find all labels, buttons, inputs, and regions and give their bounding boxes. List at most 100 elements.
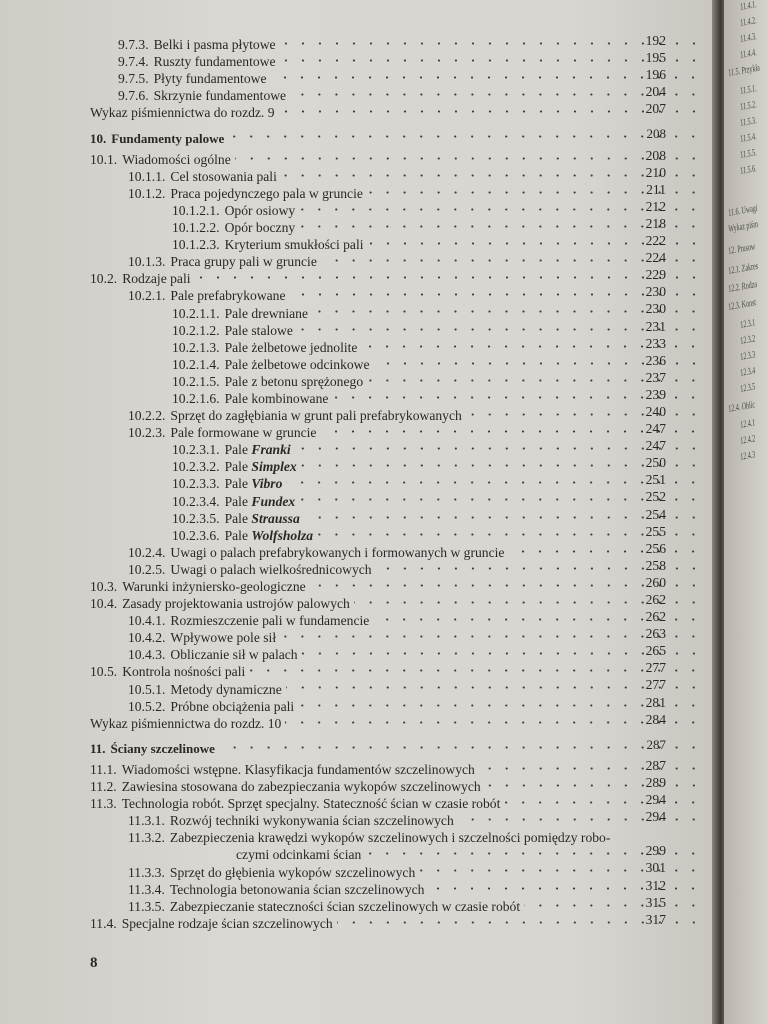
toc-entry-page: 247 <box>645 421 666 437</box>
dot-leader <box>504 791 702 809</box>
toc-entry-number: 10.2.1.5. <box>172 373 220 389</box>
toc-entry: 10.2.3.3. Pale Vibro 251 <box>0 471 716 491</box>
toc-entry-label: 10.2.3.6. Pale Wolfsholza <box>172 527 317 544</box>
toc-entry: 10.2.4. Uwagi o palach prefabrykowanych i… <box>0 539 716 560</box>
toc-entry: 9.7.3. Belki i pasma płytowe 192 <box>0 32 716 53</box>
toc-entry: 11.3.2. Zabezpieczenia krawędzi wykopów s… <box>0 825 716 845</box>
dot-leader <box>299 488 702 506</box>
adjacent-page-fragment: 11.5.4. <box>740 131 757 145</box>
toc-entry-label: 10.2.1.6. Pale kombinowane <box>172 390 332 407</box>
toc-entry-label: 11.3. Technologia robót. Sprzęt specjalny… <box>90 795 504 812</box>
toc-entry-label: 10.2.1.5. Pale z betonu sprężonego <box>172 373 367 390</box>
toc-entry-page: 252 <box>645 489 666 505</box>
toc-entry-title: Wpływowe pole sił <box>170 630 277 646</box>
toc-entry-label: 10.4.3. Obliczanie sił w palach <box>128 646 302 663</box>
toc-entry-number: 11.1. <box>90 761 117 777</box>
toc-entry-page: 236 <box>645 352 666 368</box>
dot-leader <box>270 66 702 84</box>
toc-entry-number: 10.4. <box>90 596 118 612</box>
adjacent-page-fragment: 11.4.3. <box>740 31 757 45</box>
dot-leader <box>234 146 702 164</box>
toc-entry-page: 277 <box>645 677 666 693</box>
toc-entry-page: 204 <box>645 84 666 100</box>
toc-entry-number: 10.2.1.4. <box>172 356 220 372</box>
dot-leader <box>285 676 702 694</box>
adjacent-page-fragment: 11.5.6. <box>740 163 757 177</box>
toc-entry-title: Pale <box>224 510 248 526</box>
dot-leader <box>320 420 702 438</box>
toc-entry-title: Metody dynamiczne <box>170 681 282 697</box>
dot-leader <box>367 232 702 250</box>
toc-entry-label: czymi odcinkami ścian <box>236 846 365 863</box>
adjacent-page-fragment: 11.5.2. <box>740 99 757 113</box>
toc-entry-page: 211 <box>646 181 666 197</box>
toc-entry-number: 10.2. <box>90 271 118 287</box>
toc-entry: 11.3.5. Zabezpieczanie stateczności ścian… <box>0 893 716 914</box>
toc-entry-label: 10.2.1.3. Pale żelbetowe jednolite <box>172 339 361 356</box>
dot-leader <box>312 300 702 318</box>
dot-leader <box>373 351 702 369</box>
toc-entry-title: Pale drewniane <box>224 305 308 321</box>
dot-leader <box>309 573 702 591</box>
toc-entry: 10.2.3.5. Pale Straussa 254 <box>0 505 716 526</box>
toc-entry-page: 260 <box>645 574 666 590</box>
toc-entry-number: 10. <box>90 130 107 146</box>
toc-entry: 10.2.1.5. Pale z betonu sprężonego 237 <box>0 368 716 389</box>
toc-entry-number: 10.2.1.2. <box>172 322 220 338</box>
toc-entry-label: 10.2.3.2. Pale Simplex <box>172 458 301 475</box>
toc-entry: 10.2. Rodzaje pali 229 <box>0 266 716 287</box>
toc-entry-number: 9.7.4. <box>118 54 149 70</box>
toc-entry-label: 10.2.1.4. Pale żelbetowe odcinkowe <box>172 356 374 373</box>
toc-entry-title: Pale żelbetowe odcinkowe <box>224 356 370 372</box>
toc-entry-page: 233 <box>645 335 666 351</box>
dot-leader <box>373 608 702 626</box>
adjacent-page-fragment: 11.5.3. <box>740 115 757 129</box>
toc-entry-title: Sprzęt do głębienia wykopów szczelinowyc… <box>169 864 416 880</box>
adjacent-page-fragment: 12.4.3 <box>740 449 756 463</box>
toc-entry-page: 207 <box>645 101 666 117</box>
toc-entry-number: 10.2.3. <box>128 425 166 441</box>
toc-entry-title: Płyty fundamentowe <box>153 71 267 87</box>
toc-entry-number: 10.4.2. <box>128 630 166 646</box>
toc-entry: 10.2.1.4. Pale żelbetowe odcinkowe 236 <box>0 351 716 372</box>
dot-leader <box>303 505 702 523</box>
toc-entry-pile-name: Franki <box>251 442 291 458</box>
dot-leader <box>279 32 702 50</box>
toc-entry-title: Rodzaje pali <box>122 271 191 287</box>
toc-entry-title: Cel stosowania pali <box>170 168 277 184</box>
toc-entry-page: 256 <box>645 540 666 556</box>
toc-entry-label: 10.1.1. Cel stosowania pali <box>128 168 281 185</box>
toc-entry-page: 289 <box>645 774 666 790</box>
toc-entry: 10.3. Warunki inżyniersko-geologiczne 260 <box>0 573 716 594</box>
toc-entry-number: 10.2.3.6. <box>172 527 220 543</box>
toc-entry-title: Pale kombinowane <box>224 390 329 406</box>
toc-entry-page: 317 <box>645 911 666 927</box>
dot-leader <box>299 214 702 233</box>
toc-entry: 10.2.2. Sprzęt do zagłębiania w grunt pal… <box>0 402 716 423</box>
toc-entry-title: Rozmieszczenie pali w fundamencie <box>170 613 370 629</box>
toc-entry: 9.7.4. Ruszty fundamentowe 195 <box>0 49 716 70</box>
toc-entry-number: 9.7.5. <box>118 71 149 87</box>
toc-entry-page: 240 <box>645 403 666 419</box>
dot-leader <box>301 642 702 660</box>
adjacent-page-fragment: Wykaz piśm <box>728 218 759 235</box>
toc-entry-number: 11.2. <box>90 779 117 795</box>
toc-entry-page: 254 <box>645 506 666 522</box>
toc-entry-title: Pale żelbetowe jednolite <box>224 339 358 355</box>
toc-entry-title: Ruszty fundamentowe <box>153 54 276 70</box>
toc-entry-title: Praca pojedynczego pala w gruncie <box>170 185 363 201</box>
adjacent-page-fragment: 12. Prusow <box>728 241 756 257</box>
toc-entry-title: Belki i pasma płytowe <box>153 37 276 53</box>
toc-entry-page: 312 <box>645 877 666 893</box>
toc-entry: 11.3. Technologia robót. Sprzęt specjalny… <box>0 791 716 811</box>
toc-entry-title: Pale <box>224 459 248 475</box>
toc-entry-label: 10.2.5. Uwagi o palach wielkośrednicowych <box>128 561 376 578</box>
toc-entry-label: 10.2.4. Uwagi o palach prefabrykowanych i… <box>128 544 508 561</box>
toc-entry: 10.2.3.6. Pale Wolfsholza 255 <box>0 522 716 543</box>
toc-entry-label: 11.3.3. Sprzęt do głębienia wykopów szcze… <box>128 864 419 881</box>
toc-entry-pile-name: Simplex <box>251 459 297 475</box>
toc-entry-number: 10.1.2.3. <box>172 237 220 253</box>
toc-entry: 11.3.3. Sprzęt do głębienia wykopów szcze… <box>0 859 716 880</box>
toc-entry-title: Zasady projektowania ustrojów palowych <box>122 596 350 612</box>
toc-entry-number: 11.3.4. <box>128 881 165 897</box>
